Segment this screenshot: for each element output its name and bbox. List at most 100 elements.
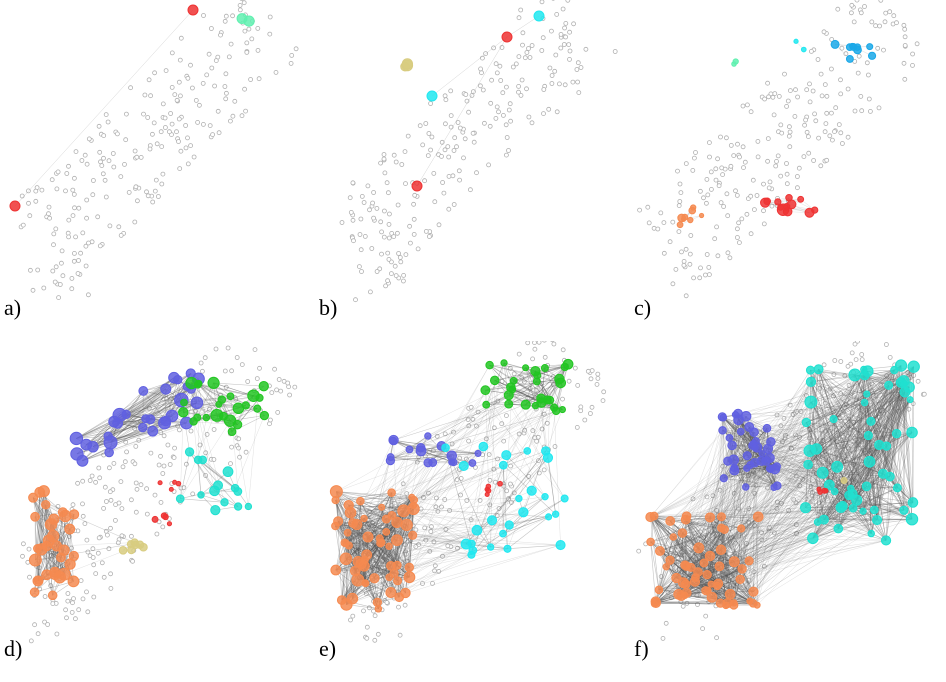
inactive-node — [784, 104, 790, 109]
inactive-node — [69, 609, 75, 615]
inactive-node — [119, 506, 125, 512]
inactive-node — [751, 569, 757, 575]
edge — [653, 515, 687, 585]
inactive-node — [80, 501, 85, 507]
community-node — [226, 392, 235, 401]
inactive-node — [177, 57, 183, 63]
edge — [86, 399, 182, 445]
inactive-node — [372, 637, 378, 643]
inactive-node — [405, 133, 411, 139]
community-node — [356, 496, 365, 506]
inactive-node — [563, 20, 569, 26]
inactive-node — [156, 462, 162, 468]
edge — [465, 405, 536, 545]
inactive-node — [396, 604, 401, 610]
inactive-node — [706, 264, 712, 270]
community-node — [691, 573, 700, 582]
edge — [347, 532, 392, 567]
edge — [836, 435, 869, 468]
community-node — [714, 561, 725, 572]
inactive-node — [457, 125, 463, 131]
inactive-node — [90, 546, 96, 552]
inactive-node — [116, 500, 122, 506]
inactive-node — [177, 166, 183, 172]
edge — [862, 476, 891, 512]
edge — [465, 362, 505, 545]
inactive-node — [719, 556, 724, 562]
edge — [650, 517, 661, 552]
inactive-node — [26, 200, 31, 206]
inactive-node — [520, 30, 526, 36]
edge — [390, 410, 557, 593]
edge — [403, 462, 429, 511]
edge — [396, 539, 472, 555]
inactive-node — [153, 177, 159, 183]
inactive-node — [76, 205, 82, 211]
inactive-node — [575, 383, 581, 388]
edge — [367, 536, 392, 566]
inactive-node — [54, 631, 60, 637]
community-node — [243, 15, 255, 27]
edge — [685, 519, 705, 564]
edge — [650, 516, 684, 583]
inactive-node — [527, 385, 533, 391]
edge — [734, 401, 812, 562]
inactive-node — [667, 239, 673, 245]
inactive-node — [878, 382, 884, 388]
inactive-node — [741, 165, 746, 171]
inactive-node — [856, 53, 862, 59]
community-node — [127, 545, 136, 555]
inactive-node — [440, 553, 445, 559]
inactive-node — [144, 511, 150, 517]
inactive-node — [165, 442, 171, 448]
community-node — [867, 51, 877, 60]
edge — [709, 431, 741, 557]
inactive-node — [348, 617, 353, 623]
inactive-node — [72, 205, 77, 211]
community-node — [744, 556, 754, 566]
edge — [653, 515, 674, 538]
inactive-node — [677, 181, 683, 187]
community-node — [762, 423, 772, 433]
community-node — [219, 411, 228, 421]
edge — [180, 498, 225, 503]
inactive-node — [873, 429, 879, 435]
edge — [734, 453, 763, 469]
inactive-node — [496, 109, 501, 115]
community-node — [742, 451, 752, 461]
community-node — [346, 592, 359, 605]
edge — [396, 539, 561, 546]
inactive-node — [737, 154, 742, 160]
edge — [810, 374, 855, 383]
inactive-node — [91, 562, 97, 568]
edge — [709, 455, 748, 518]
edge — [734, 470, 830, 486]
community-node — [797, 195, 805, 203]
inactive-node — [33, 198, 39, 204]
edge — [507, 409, 563, 549]
edge — [344, 492, 392, 543]
community-node — [28, 553, 42, 567]
edge — [547, 457, 556, 515]
inactive-node — [397, 632, 403, 638]
inactive-node — [839, 45, 845, 51]
edge — [806, 422, 825, 520]
edge — [686, 516, 758, 606]
edge — [76, 388, 192, 439]
community-node — [532, 377, 541, 386]
edge — [722, 430, 729, 462]
edge — [866, 394, 872, 422]
edge — [686, 518, 913, 594]
edge — [869, 385, 889, 462]
edge — [666, 493, 853, 568]
edge — [352, 364, 490, 599]
inactive-node — [787, 402, 793, 408]
edge — [686, 445, 733, 517]
edge — [361, 490, 532, 565]
inactive-node — [450, 173, 456, 179]
inactive-node — [774, 499, 780, 505]
edge — [867, 371, 891, 477]
inactive-node — [805, 134, 811, 140]
edge — [897, 387, 910, 488]
inactive-node — [89, 473, 95, 479]
